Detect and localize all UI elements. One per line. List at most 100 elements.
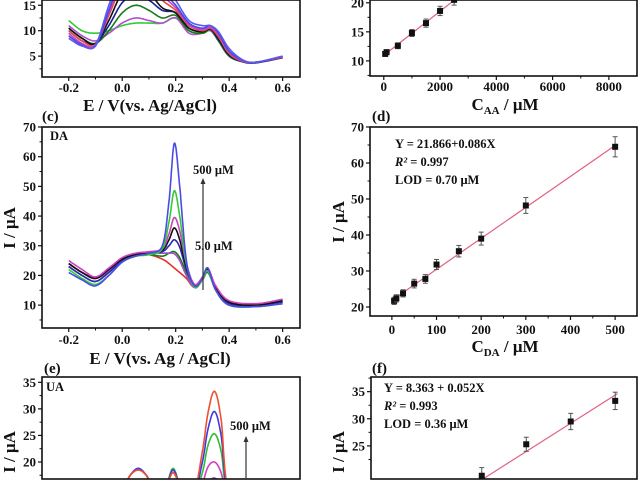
- panel-label: (e): [44, 361, 61, 377]
- x-axis-label-main: C: [471, 337, 483, 356]
- plot-area: [68, 142, 283, 308]
- plot-area: [391, 136, 619, 305]
- y-tick-label: 25: [23, 428, 37, 443]
- r-squared: R² = 0.993: [383, 399, 438, 413]
- data-point: [383, 49, 390, 56]
- x-axis-label-unit: / μM: [500, 95, 539, 114]
- r-squared-value: = 0.997: [407, 155, 449, 169]
- x-tick-label: 0.2: [168, 332, 184, 347]
- cv-curve-6: [68, 216, 283, 305]
- plot-area: [478, 391, 619, 480]
- x-axis-label-main: C: [471, 95, 483, 114]
- y-axis-label: I / μA: [0, 430, 19, 472]
- fit-line: [482, 393, 618, 480]
- y-tick-label: 60: [23, 149, 36, 164]
- y-axis-label: I / μA: [0, 206, 19, 248]
- y-tick-label: 70: [23, 120, 36, 135]
- x-axis-label-unit: / μM: [500, 337, 539, 356]
- y-tick-label: 30: [352, 411, 365, 426]
- data-point: [422, 20, 429, 27]
- x-tick-label: 6000: [540, 79, 566, 94]
- x-axis-label: E / V(vs. Ag/AgCl): [83, 96, 217, 115]
- data-point: [411, 280, 418, 287]
- x-tick-label: 0.6: [274, 332, 291, 347]
- data-point: [612, 397, 619, 404]
- y-tick-label: 30: [351, 264, 364, 279]
- x-tick-label: 2000: [427, 79, 453, 94]
- y-tick-label: 20: [23, 455, 36, 470]
- y-tick-label: 20: [351, 300, 364, 315]
- limit-of-detection: LOD = 0.36 μM: [384, 417, 469, 431]
- y-tick-label: 50: [351, 192, 364, 207]
- limit-of-detection: LOD = 0.70 μM: [395, 173, 480, 187]
- plot-area: [382, 0, 458, 57]
- y-tick-label: 30: [23, 238, 36, 253]
- cv-curve-5: [127, 390, 227, 480]
- panel-label: (c): [42, 109, 59, 125]
- x-tick-label: -0.2: [58, 80, 79, 95]
- data-point: [455, 248, 462, 255]
- data-point: [612, 143, 619, 150]
- y-tick-label: 10: [351, 53, 364, 68]
- y-axis-label: I / μA: [329, 200, 348, 242]
- y-tick-label: 40: [23, 209, 36, 224]
- arrow-head-icon: [200, 178, 206, 184]
- y-tick-label: 5: [30, 49, 37, 64]
- x-tick-label: 300: [516, 322, 536, 337]
- x-axis-label: CDA / μM: [471, 337, 538, 359]
- regression-equation: Y = 21.866+0.086X: [395, 137, 496, 151]
- y-axis-label: I / μA: [329, 430, 348, 472]
- concentration-high-label: 500 μM: [230, 419, 271, 433]
- arrow-head-icon: [243, 436, 249, 442]
- plot-frame: [41, 0, 301, 78]
- plot-area: [68, 0, 283, 64]
- y-tick-label: 35: [352, 384, 366, 399]
- x-axis-label: CAA / μM: [471, 95, 538, 117]
- panel-label: (d): [372, 109, 390, 125]
- data-point: [522, 202, 529, 209]
- y-tick-label: 20: [23, 268, 36, 283]
- data-point: [523, 441, 530, 448]
- x-tick-label: 200: [471, 322, 491, 337]
- y-tick-label: 10: [23, 298, 36, 313]
- concentration-low-label: 5.0 μM: [195, 239, 233, 253]
- plot-frame: [41, 126, 301, 329]
- panel-a: -0.2 0.0 0.2 0.4 0.6 5 10 15 E / V(vs. Ag/AgCl): [23, 0, 301, 115]
- data-point: [451, 0, 458, 3]
- data-point: [394, 42, 401, 49]
- error-bar: [451, 0, 457, 6]
- cv-curve-4: [68, 239, 283, 307]
- data-point: [478, 472, 485, 479]
- cv-curve-7: [68, 190, 283, 308]
- panel-b: 0 2000 4000 6000 8000 10 15 20 CAA / μM: [351, 0, 638, 117]
- data-point: [422, 275, 429, 282]
- data-point: [433, 261, 440, 268]
- cv-curve-9: [68, 0, 283, 64]
- x-tick-label: 0.6: [274, 80, 291, 95]
- r-squared: R² = 0.997: [394, 155, 449, 169]
- data-point: [567, 418, 574, 425]
- data-point: [400, 290, 407, 297]
- y-tick-label: 70: [351, 120, 364, 135]
- y-tick-label: 50: [23, 179, 36, 194]
- cv-curve-4: [127, 410, 226, 480]
- y-tick-label: 25: [352, 438, 366, 453]
- x-tick-label: 400: [561, 322, 581, 337]
- r-squared-value: = 0.993: [396, 399, 438, 413]
- panel-f: 25 30 35 I / μA (f) Y = 8.363 + 0.052X R² = 0.…: [329, 361, 638, 480]
- data-point: [408, 30, 415, 36]
- data-point: [437, 7, 444, 14]
- x-tick-label: 100: [427, 322, 447, 337]
- x-tick-label: 4000: [483, 79, 509, 94]
- regression-equation: Y = 8.363 + 0.052X: [384, 381, 485, 395]
- y-tick-label: 30: [23, 401, 36, 416]
- panel-e: 20 25 30 35 I / μA (e) UA 500 μM: [0, 361, 301, 480]
- x-axis-label-subscript: AA: [484, 105, 500, 117]
- x-tick-label: 0: [389, 322, 396, 337]
- x-tick-label: 0.2: [168, 80, 184, 95]
- plot-frame: [369, 0, 638, 77]
- panel-label: (f): [372, 361, 387, 377]
- data-point: [478, 235, 485, 242]
- x-axis-label-subscript: DA: [484, 347, 500, 359]
